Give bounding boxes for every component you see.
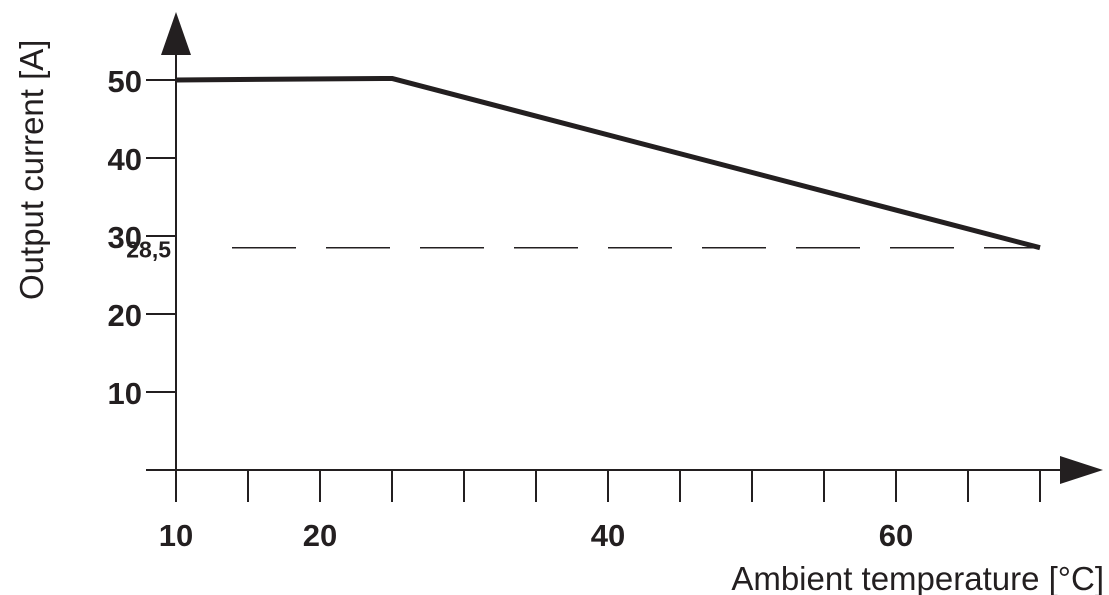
x-tick-label: 10 (159, 518, 193, 553)
y-axis-label: Output current [A] (13, 40, 50, 300)
x-tick-label: 60 (879, 518, 913, 553)
x-tick-label: 20 (303, 518, 337, 553)
y-tick-label: 50 (108, 64, 142, 99)
x-tick-label: 40 (591, 518, 625, 553)
x-axis-arrow (1060, 456, 1103, 484)
y-tick-label: 10 (108, 376, 142, 411)
reference-line-label: 28,5 (126, 237, 171, 263)
ticks (146, 79, 1041, 502)
series-group (175, 75, 1041, 251)
x-axis-label: Ambient temperature [°C] (731, 560, 1104, 595)
y-axis-arrow (161, 12, 191, 55)
y-tick-label: 30 (108, 220, 142, 255)
y-tick-label: 20 (108, 298, 142, 333)
derating-curve (175, 75, 1041, 251)
reference-line-group: 28,5 (126, 237, 1040, 263)
axes (146, 12, 1103, 500)
tick-labels: 10 20 40 60 10 20 30 40 50 (108, 64, 914, 553)
y-tick-label: 40 (108, 142, 142, 177)
